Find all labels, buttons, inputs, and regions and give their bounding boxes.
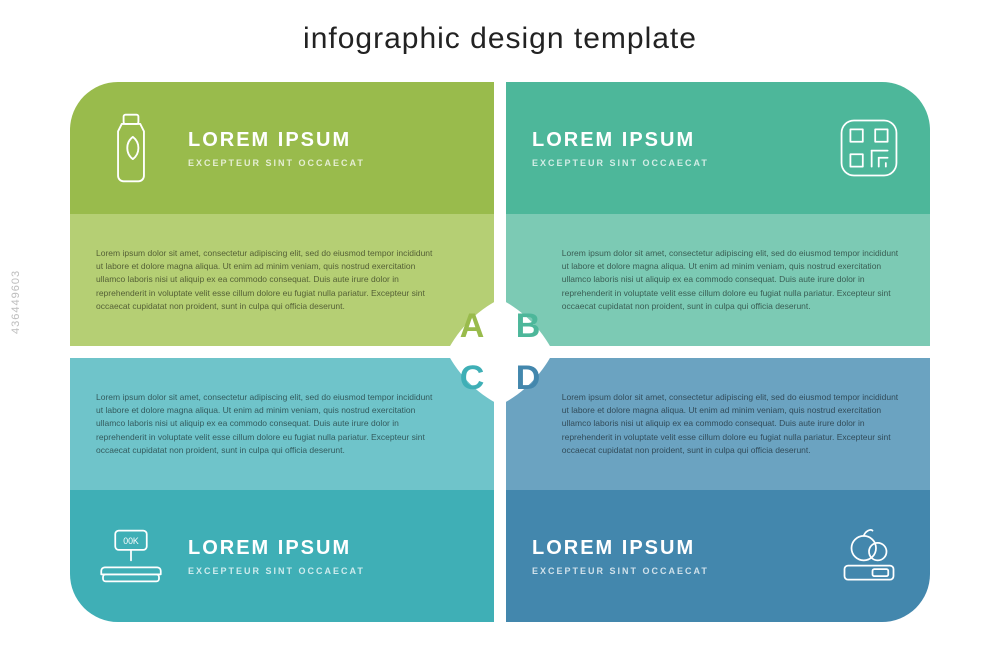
svg-text:00K: 00K — [123, 536, 139, 546]
panel-b-header: LOREM IPSUM EXCEPTEUR SINT OCCAECAT — [506, 82, 930, 214]
scale-monitor-icon: 00K — [96, 516, 166, 596]
panel-a-title: LOREM IPSUM — [188, 129, 468, 152]
fruit-scale-icon — [834, 516, 904, 596]
panel-b-subtitle: EXCEPTEUR SINT OCCAECAT — [532, 158, 812, 168]
panel-c-header: 00K LOREM IPSUM EXCEPTEUR SINT OCCAECAT — [70, 490, 494, 622]
panel-c-text: Lorem ipsum dolor sit amet, consectetur … — [96, 391, 438, 457]
panel-c-letter: C — [460, 359, 485, 398]
panel-d-header: LOREM IPSUM EXCEPTEUR SINT OCCAECAT — [506, 490, 930, 622]
panel-a-subtitle: EXCEPTEUR SINT OCCAECAT — [188, 158, 468, 168]
bottle-icon — [96, 108, 166, 188]
panel-b: LOREM IPSUM EXCEPTEUR SINT OCCAECAT Lore… — [506, 82, 930, 346]
panel-b-title: LOREM IPSUM — [532, 129, 812, 152]
panel-d-letter: D — [516, 359, 541, 398]
panel-d-title: LOREM IPSUM — [532, 537, 812, 560]
panel-a-text: Lorem ipsum dolor sit amet, consectetur … — [96, 247, 438, 313]
panel-d: Lorem ipsum dolor sit amet, consectetur … — [506, 358, 930, 622]
panel-a-letter: A — [460, 307, 485, 346]
panel-a-body: Lorem ipsum dolor sit amet, consectetur … — [70, 214, 494, 346]
panel-d-body: Lorem ipsum dolor sit amet, consectetur … — [506, 358, 930, 490]
panel-d-text: Lorem ipsum dolor sit amet, consectetur … — [562, 391, 904, 457]
watermark-text: 436449603 — [10, 269, 22, 333]
panel-b-body: Lorem ipsum dolor sit amet, consectetur … — [506, 214, 930, 346]
panel-b-letter: B — [516, 307, 541, 346]
panel-c-subtitle: EXCEPTEUR SINT OCCAECAT — [188, 566, 468, 576]
panel-d-subtitle: EXCEPTEUR SINT OCCAECAT — [532, 566, 812, 576]
panel-a-header: LOREM IPSUM EXCEPTEUR SINT OCCAECAT — [70, 82, 494, 214]
qr-code-icon — [834, 108, 904, 188]
panel-b-text: Lorem ipsum dolor sit amet, consectetur … — [562, 247, 904, 313]
infographic-grid: LOREM IPSUM EXCEPTEUR SINT OCCAECAT Lore… — [70, 82, 930, 622]
panel-c-title: LOREM IPSUM — [188, 537, 468, 560]
panel-c: Lorem ipsum dolor sit amet, consectetur … — [70, 358, 494, 622]
panel-a: LOREM IPSUM EXCEPTEUR SINT OCCAECAT Lore… — [70, 82, 494, 346]
panel-c-body: Lorem ipsum dolor sit amet, consectetur … — [70, 358, 494, 490]
page-title: infographic design template — [0, 22, 1000, 56]
